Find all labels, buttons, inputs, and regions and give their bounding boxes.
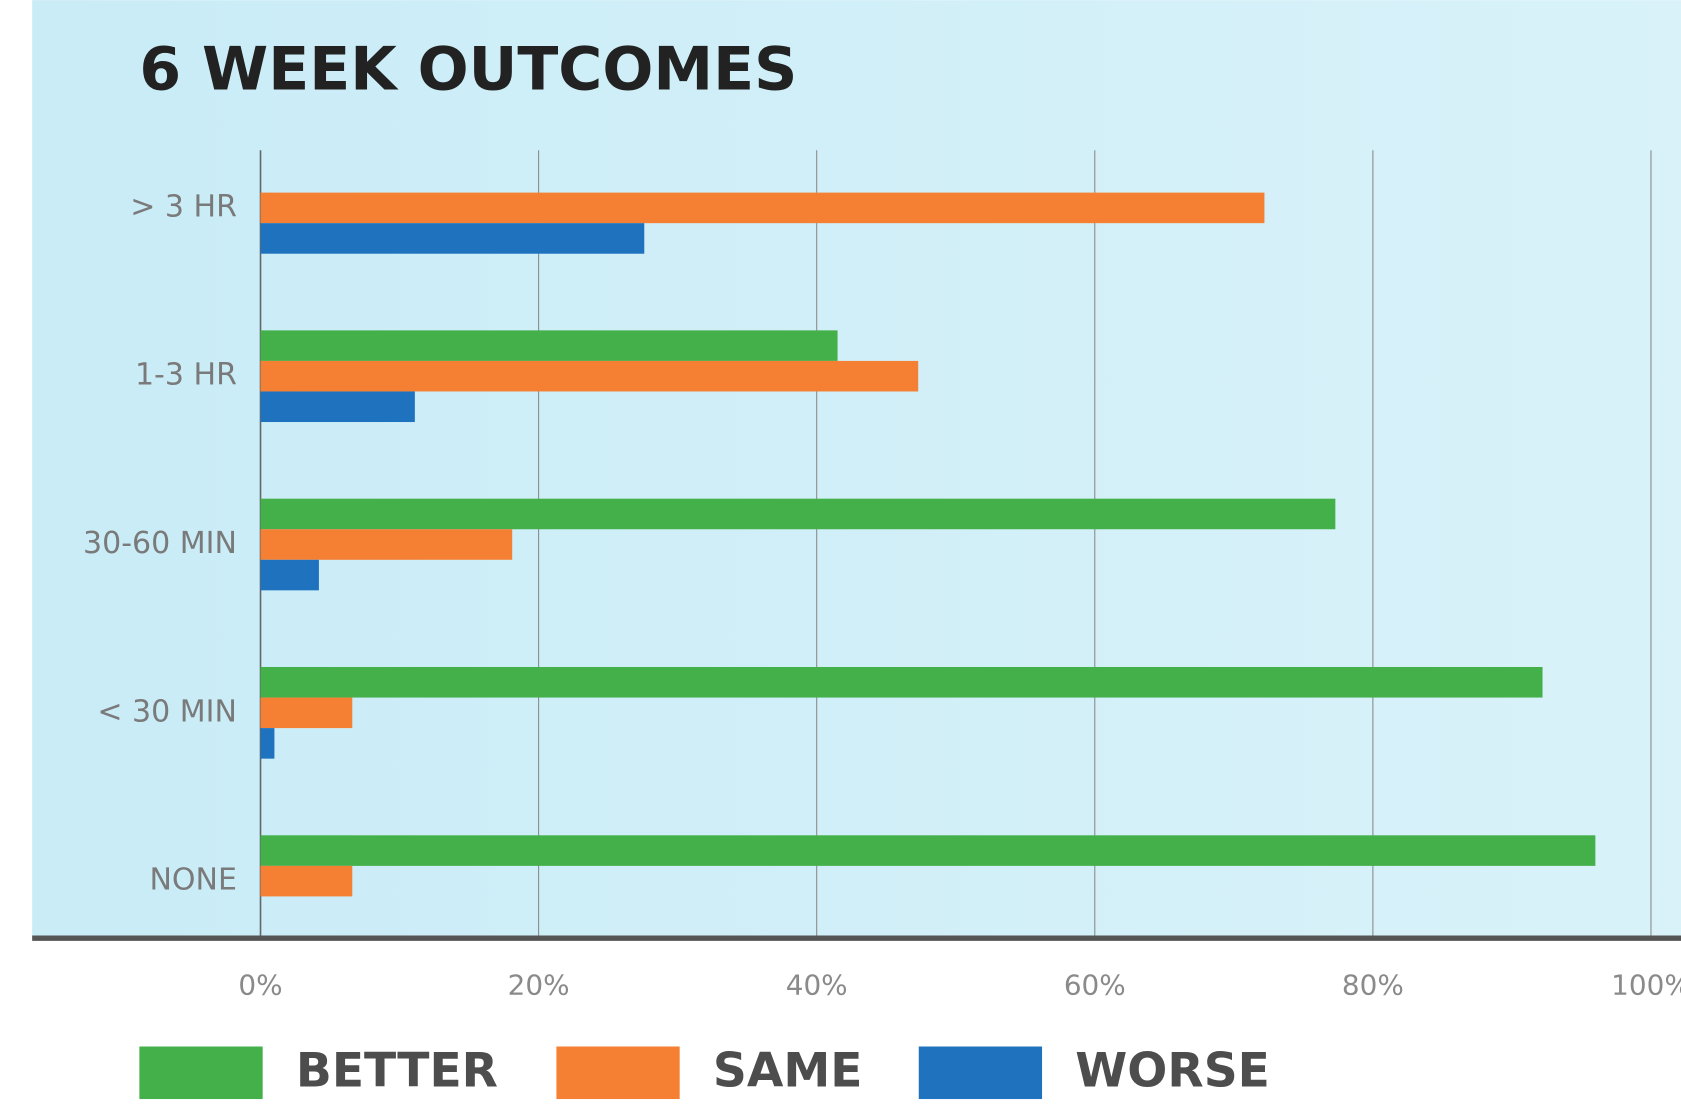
- bar: [260, 666, 1543, 698]
- y-tick-label: 1-3 HR: [135, 358, 237, 393]
- x-tick-label: 80%: [1342, 968, 1404, 1001]
- x-tick-label: 40%: [786, 968, 848, 1001]
- plot-background: [32, 0, 1681, 939]
- legend-label: BETTER: [296, 1043, 498, 1098]
- x-tick-label: 100%: [1611, 968, 1681, 1001]
- legend-label: SAME: [713, 1043, 863, 1098]
- chart-title: 6 WEEK OUTCOMES: [139, 35, 797, 105]
- y-tick-label: NONE: [149, 863, 236, 898]
- bar: [260, 498, 1336, 530]
- x-tick-label: 60%: [1064, 968, 1126, 1001]
- legend-swatch: [556, 1046, 680, 1100]
- x-tick-label: 0%: [238, 968, 282, 1001]
- bar: [260, 559, 319, 591]
- bar: [260, 223, 645, 254]
- bar: [260, 728, 275, 759]
- x-tick-label: 20%: [508, 968, 570, 1001]
- legend: BETTER SAME WORSE: [139, 1043, 1270, 1100]
- bar: [260, 360, 919, 392]
- bars: > 3 HR 1-3 HR 30-60 MIN < 30 MIN NONE: [83, 189, 1596, 898]
- bar: [260, 330, 838, 361]
- legend-swatch: [918, 1046, 1043, 1100]
- grid: 0% 20% 40% 60% 80% 100%: [238, 150, 1681, 1001]
- bar: [260, 697, 353, 729]
- legend-swatch: [139, 1046, 263, 1100]
- bar: [260, 865, 353, 897]
- bar: [260, 391, 415, 423]
- bar: [260, 835, 1596, 866]
- bar: [260, 192, 1265, 224]
- legend-label: WORSE: [1075, 1043, 1270, 1098]
- y-tick-label: < 30 MIN: [97, 694, 237, 729]
- y-tick-label: > 3 HR: [130, 189, 237, 224]
- y-tick-label: 30-60 MIN: [83, 526, 237, 561]
- bar: [260, 529, 513, 560]
